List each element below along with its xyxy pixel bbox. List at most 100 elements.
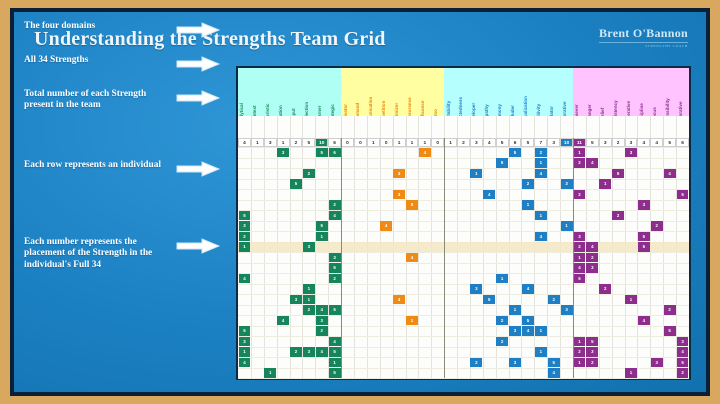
grid-cell[interactable]: 5: [637, 231, 650, 241]
grid-cell[interactable]: 1: [470, 168, 483, 178]
grid-cell[interactable]: 1: [328, 357, 341, 367]
grid-cell[interactable]: 4: [315, 347, 328, 357]
grid-cell[interactable]: 3: [328, 252, 341, 262]
strength-column-relator[interactable]: Relator: [547, 68, 561, 116]
strength-column-developer[interactable]: Developer: [469, 68, 483, 116]
grid-cell[interactable]: 5: [406, 200, 418, 210]
grid-cell[interactable]: 5: [637, 242, 650, 252]
strength-column-competition[interactable]: Competition: [379, 68, 393, 116]
grid-cell[interactable]: 2: [534, 147, 547, 157]
grid-cell[interactable]: 1: [625, 294, 637, 304]
strength-column-restorative[interactable]: Restorative: [676, 68, 689, 116]
grid-cell[interactable]: 4: [534, 231, 547, 241]
strength-column-adaptability[interactable]: Adaptability: [444, 68, 458, 116]
grid-cell[interactable]: 4: [238, 357, 251, 367]
strength-column-focus[interactable]: Focus: [650, 68, 664, 116]
strength-column-self-assurance[interactable]: Self-Assurance: [405, 68, 419, 116]
strength-column-individualization[interactable]: Individualization: [521, 68, 535, 116]
grid-cell[interactable]: 5: [290, 179, 302, 189]
grid-cell[interactable]: 1: [238, 347, 251, 357]
strength-column-intellection[interactable]: Intellection: [302, 68, 316, 116]
grid-cell[interactable]: 1: [302, 284, 315, 294]
grid-cell[interactable]: 4: [573, 263, 586, 273]
grid-cell[interactable]: 3: [393, 168, 405, 178]
grid-cell[interactable]: 2: [586, 252, 599, 262]
grid-cell[interactable]: 2: [547, 294, 560, 304]
grid-cell[interactable]: 1: [264, 368, 277, 378]
grid-cell[interactable]: 2: [586, 357, 599, 367]
grid-cell[interactable]: 3: [573, 231, 586, 241]
grid-cell[interactable]: 1: [315, 231, 328, 241]
grid-cell[interactable]: 5: [496, 158, 509, 168]
grid-cell[interactable]: 4: [534, 168, 547, 178]
grid-cell[interactable]: 2: [496, 315, 509, 325]
grid-cell[interactable]: 3: [637, 200, 650, 210]
grid-cell[interactable]: 2: [238, 231, 251, 241]
strength-column-consistency[interactable]: Consistency: [611, 68, 625, 116]
grid-cell[interactable]: 5: [315, 147, 328, 157]
grid-cell[interactable]: 3: [586, 263, 599, 273]
grid-cell[interactable]: 1: [599, 179, 612, 189]
grid-cell[interactable]: 3: [560, 305, 573, 315]
grid-cell[interactable]: 5: [483, 294, 496, 304]
grid-cell[interactable]: 4: [521, 284, 534, 294]
grid-cell[interactable]: 1: [521, 200, 534, 210]
grid-cell[interactable]: 2: [302, 305, 315, 315]
grid-cell[interactable]: 2: [315, 326, 328, 336]
strength-column-discipline[interactable]: Discipline: [637, 68, 651, 116]
strength-column-positivity[interactable]: Positivity: [534, 68, 548, 116]
strength-column-input[interactable]: Input: [289, 68, 303, 116]
grid-cell[interactable]: 2: [573, 158, 586, 168]
grid-cell[interactable]: 5: [663, 326, 676, 336]
grid-cell[interactable]: 4: [315, 305, 328, 315]
grid-cell[interactable]: 1: [573, 357, 586, 367]
grid-cell[interactable]: 4: [637, 315, 650, 325]
grid-cell[interactable]: 2: [663, 305, 676, 315]
grid-cell[interactable]: 1: [509, 305, 521, 315]
grid-cell[interactable]: 5: [315, 221, 328, 231]
grid-cell[interactable]: 5: [328, 368, 341, 378]
grid-cell[interactable]: 3: [393, 189, 405, 199]
grid-cell[interactable]: 5: [509, 147, 521, 157]
strength-column-restorative[interactable]: Restorative: [560, 68, 574, 116]
strength-column-significance[interactable]: Significance: [418, 68, 432, 116]
grid-cell[interactable]: 4: [380, 221, 393, 231]
strength-column-includer[interactable]: Includer: [508, 68, 522, 116]
grid-cell[interactable]: 2: [650, 221, 663, 231]
grid-cell[interactable]: 2: [612, 210, 625, 220]
grid-cell[interactable]: 3: [509, 326, 521, 336]
grid-cell[interactable]: 3: [315, 315, 328, 325]
grid-cell[interactable]: 5: [586, 336, 599, 346]
grid-cell[interactable]: 2: [599, 284, 612, 294]
grid-cell[interactable]: 5: [238, 210, 251, 220]
grid-cell[interactable]: 5: [328, 263, 341, 273]
strength-column-harmony[interactable]: Harmony: [495, 68, 509, 116]
strength-column-command[interactable]: Command: [353, 68, 367, 116]
grid-cell[interactable]: 5: [328, 347, 341, 357]
grid-cell[interactable]: 4: [328, 336, 341, 346]
highlighted-row[interactable]: [238, 241, 689, 252]
grid-cell[interactable]: 3: [509, 357, 521, 367]
grid-cell[interactable]: 5: [238, 326, 251, 336]
grid-cell[interactable]: 4: [328, 210, 341, 220]
grid-cell[interactable]: 1: [302, 294, 315, 304]
grid-cell[interactable]: 3: [302, 242, 315, 252]
grid-cell[interactable]: 4: [586, 158, 599, 168]
strength-column-futuristic[interactable]: Futuristic: [263, 68, 277, 116]
grid-cell[interactable]: 3: [302, 347, 315, 357]
grid-cell[interactable]: 5: [676, 189, 689, 199]
grid-cell[interactable]: 4: [547, 368, 560, 378]
strength-column-analytical[interactable]: Analytical: [238, 68, 251, 116]
grid-cell[interactable]: 3: [625, 147, 637, 157]
strength-column-strategic[interactable]: Strategic: [328, 68, 342, 116]
grid-cell[interactable]: 3: [277, 147, 290, 157]
grid-cell[interactable]: 1: [496, 273, 509, 283]
strength-column-activator[interactable]: Activator: [341, 68, 354, 116]
grid-cell[interactable]: 1: [406, 315, 418, 325]
grid-cell[interactable]: 2: [676, 368, 689, 378]
grid-cell[interactable]: 3: [650, 357, 663, 367]
grid-cell[interactable]: 4: [418, 147, 431, 157]
grid-cell[interactable]: 2: [328, 200, 341, 210]
grid-cell[interactable]: 1: [573, 252, 586, 262]
strength-column-empathy[interactable]: Empathy: [482, 68, 496, 116]
